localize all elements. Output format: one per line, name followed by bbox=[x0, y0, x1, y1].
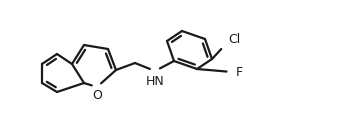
Text: Cl: Cl bbox=[228, 33, 240, 46]
Text: F: F bbox=[236, 66, 243, 79]
Text: HN: HN bbox=[145, 74, 164, 87]
Text: O: O bbox=[92, 89, 102, 102]
